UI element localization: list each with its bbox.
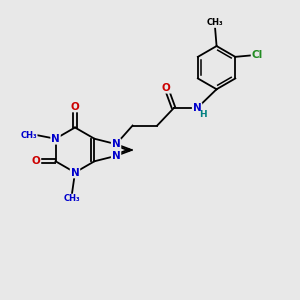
Text: H: H — [199, 110, 206, 119]
Text: CH₃: CH₃ — [207, 18, 224, 27]
Text: CH₃: CH₃ — [64, 194, 80, 203]
Text: O: O — [70, 101, 80, 112]
Text: O: O — [32, 156, 40, 166]
Text: N: N — [112, 139, 121, 149]
Text: N: N — [51, 134, 60, 144]
Text: N: N — [112, 151, 121, 161]
Text: Cl: Cl — [252, 50, 263, 60]
Text: CH₃: CH₃ — [20, 131, 37, 140]
Text: N: N — [70, 167, 80, 178]
Text: N: N — [193, 103, 202, 113]
Text: O: O — [162, 83, 171, 93]
